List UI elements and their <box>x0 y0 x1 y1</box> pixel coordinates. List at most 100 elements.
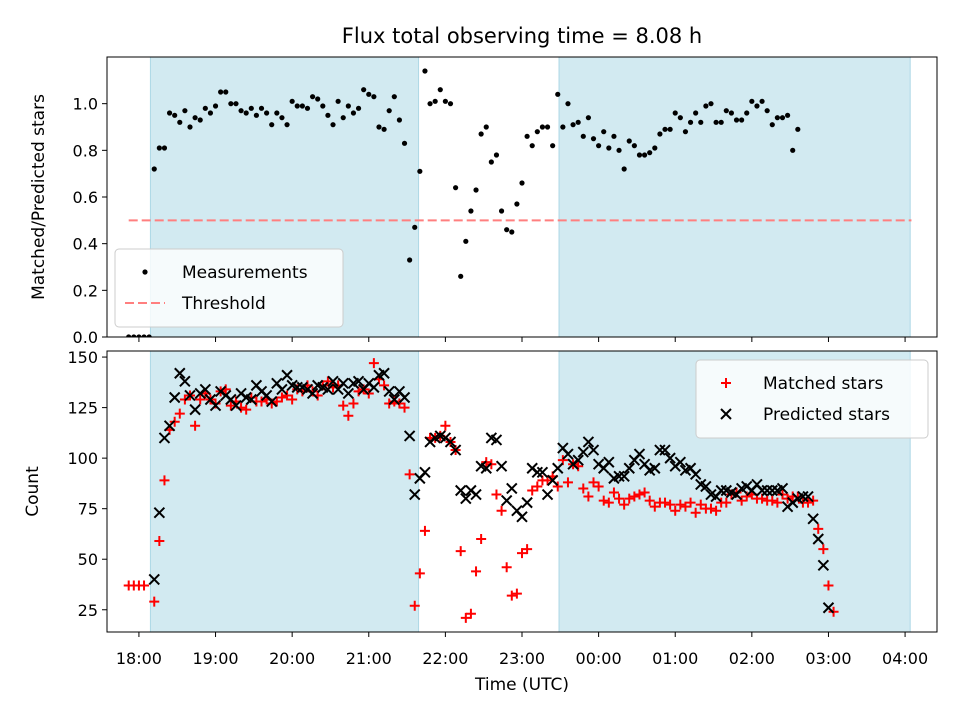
data-point <box>335 98 341 104</box>
data-point <box>309 94 316 100</box>
y-tick-label: 100 <box>67 449 98 468</box>
data-point <box>483 124 489 130</box>
y-tick-label: 0.4 <box>73 235 98 254</box>
x-tick-label: 00:00 <box>576 649 622 668</box>
legend-label: Predicted stars <box>763 405 890 425</box>
data-point <box>189 403 201 416</box>
data-point <box>562 477 573 488</box>
legend: Matched stars Predicted stars <box>695 359 929 439</box>
data-point <box>174 367 186 379</box>
data-point <box>713 119 719 125</box>
data-point <box>570 122 576 128</box>
data-point <box>409 488 421 501</box>
data-point <box>366 91 372 97</box>
data-point <box>342 387 355 400</box>
data-point <box>161 145 168 151</box>
data-point <box>674 456 687 468</box>
data-point <box>501 562 512 573</box>
data-point <box>536 466 549 479</box>
data-point <box>711 505 722 516</box>
data-point <box>159 475 170 486</box>
data-point <box>453 185 459 191</box>
data-point <box>182 108 188 114</box>
data-point <box>187 124 193 130</box>
data-point <box>803 497 814 508</box>
y-tick-label: 75 <box>78 500 98 519</box>
y-axis-label: Matched/Predicted stars <box>29 94 49 300</box>
data-point <box>345 103 351 109</box>
data-point <box>422 68 428 74</box>
data-point <box>504 227 510 233</box>
data-point <box>649 462 661 474</box>
data-point <box>368 358 379 369</box>
data-point <box>223 89 229 95</box>
data-point <box>614 493 625 504</box>
data-point <box>491 489 502 500</box>
data-point <box>818 544 829 555</box>
x-tick-label: 23:00 <box>499 649 545 668</box>
data-point <box>685 497 696 508</box>
data-point <box>468 208 474 214</box>
data-point <box>680 501 691 512</box>
data-point <box>417 168 423 174</box>
data-point <box>800 0 805 3</box>
data-point <box>761 484 773 497</box>
x-tick-label: 04:00 <box>882 649 928 668</box>
data-point <box>447 101 454 107</box>
data-point <box>149 596 160 607</box>
data-point <box>409 600 420 611</box>
legend-marker <box>720 408 732 420</box>
legend-marker <box>721 378 731 388</box>
data-point <box>812 533 824 545</box>
data-point <box>841 0 846 3</box>
data-point <box>141 334 147 337</box>
data-point <box>361 87 367 93</box>
data-point <box>287 394 298 405</box>
data-point <box>649 501 660 512</box>
data-point <box>756 484 768 497</box>
data-point <box>156 145 162 151</box>
data-point <box>621 166 627 172</box>
data-point <box>823 580 834 591</box>
data-point <box>785 112 791 118</box>
x-tick-label: 03:00 <box>805 649 851 668</box>
data-point <box>460 492 472 505</box>
data-point <box>721 497 732 508</box>
data-point <box>908 0 913 3</box>
data-point <box>654 444 666 456</box>
data-point <box>817 559 830 571</box>
data-point <box>376 124 382 130</box>
data-point <box>776 482 789 495</box>
data-point <box>184 389 196 402</box>
data-point <box>279 115 285 121</box>
data-point <box>619 499 630 510</box>
data-point <box>708 101 714 107</box>
data-point <box>379 380 390 391</box>
data-point <box>493 152 500 158</box>
data-point <box>496 505 507 516</box>
data-point <box>519 180 525 186</box>
data-point <box>233 101 239 107</box>
data-point <box>154 536 165 547</box>
data-point <box>153 507 166 519</box>
data-point <box>478 131 484 137</box>
data-point <box>596 143 602 149</box>
observing-interval-2 <box>558 56 911 338</box>
data-point <box>733 117 740 123</box>
data-point <box>391 94 397 100</box>
data-point <box>667 126 673 132</box>
data-point <box>368 381 380 394</box>
data-point <box>136 334 142 337</box>
data-point <box>631 143 637 149</box>
data-point <box>670 505 681 516</box>
data-point <box>618 470 630 483</box>
data-point <box>209 399 222 412</box>
data-point <box>749 98 755 104</box>
data-point <box>199 383 212 396</box>
y-tick-label: 0.0 <box>73 328 98 347</box>
data-point <box>779 115 786 121</box>
data-point <box>490 434 503 446</box>
data-point <box>529 143 535 149</box>
legend-label: Matched stars <box>763 374 883 394</box>
data-point <box>404 469 415 480</box>
